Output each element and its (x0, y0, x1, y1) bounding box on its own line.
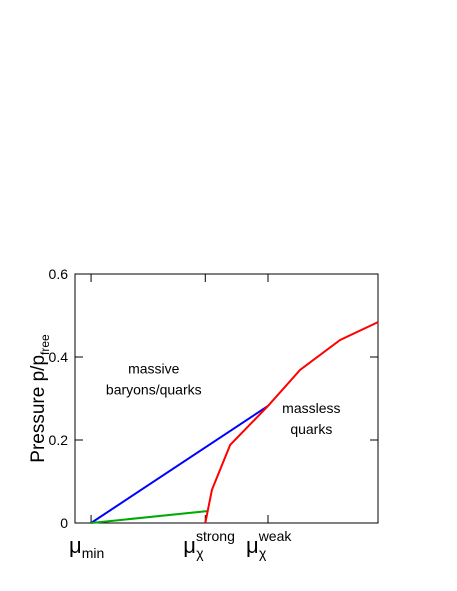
y-axis-label: Pressure p/pfree (28, 334, 52, 463)
y-tick-label: 0.2 (49, 432, 69, 448)
x-tick-label: μstrong χ (183, 528, 235, 561)
x-tick-label: μmin (69, 533, 104, 561)
x-tick-symbol: μ (183, 533, 196, 558)
plot-frame (74, 273, 379, 524)
annotation: massless (282, 400, 340, 416)
y-label-main: Pressure p/p (28, 355, 49, 463)
annotation: massive (128, 361, 180, 377)
x-tick-sub: χ (196, 545, 204, 561)
series-line (90, 405, 269, 524)
y-tick-label: 0.4 (49, 349, 69, 365)
x-tick-label: μweak χ (246, 528, 292, 561)
y-label-sub: free (38, 334, 52, 355)
x-tick-sup: weak (258, 528, 293, 544)
x-tick-sup: strong (196, 528, 235, 544)
y-tick-label: 0.6 (49, 266, 69, 282)
x-tick-symbol: μ (69, 533, 82, 558)
series-line (204, 321, 379, 524)
x-tick-symbol: μ (246, 533, 259, 558)
annotation: baryons/quarks (106, 382, 202, 398)
series-line (90, 509, 209, 524)
y-tick-label: 0 (60, 515, 68, 531)
annotation: quarks (290, 421, 332, 437)
x-tick-sub: χ (259, 545, 267, 561)
x-tick-sub: min (82, 545, 105, 561)
